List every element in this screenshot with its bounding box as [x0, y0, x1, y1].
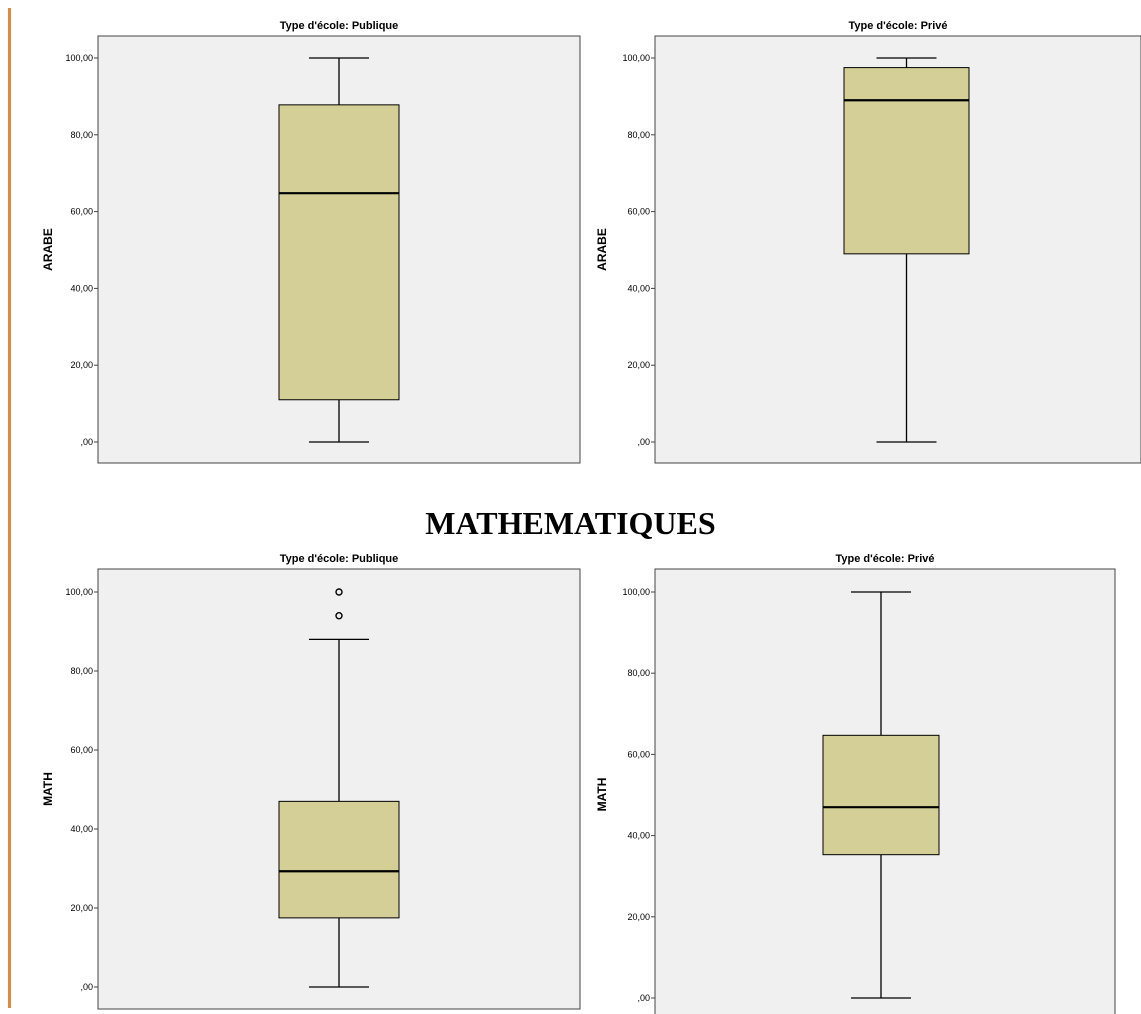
left-accent-bar	[8, 8, 11, 1008]
y-tick-label: 40,00	[627, 283, 650, 293]
boxplot-arabe-publique: Type d'école: Publique ARABE ,00 20,00 40,00…	[41, 20, 581, 464]
y-tick-label: 100,00	[622, 53, 650, 63]
y-tick-label: 40,00	[70, 283, 93, 293]
y-tick-label: 60,00	[627, 749, 650, 759]
y-tick-label: 40,00	[627, 831, 650, 841]
y-tick-label: ,00	[637, 437, 650, 447]
y-tick-label: 20,00	[70, 903, 93, 913]
iqr-box	[278, 104, 400, 401]
y-axis-label: MATH	[595, 778, 609, 812]
y-tick-label: 80,00	[627, 130, 650, 140]
y-tick-label: 100,00	[622, 587, 650, 597]
boxplot-arabe-prive: Type d'école: Privé ARABE ,00 20,00 40,00 60,…	[595, 20, 1141, 464]
y-tick-label: 20,00	[627, 360, 650, 370]
section-heading: MATHEMATIQUES	[425, 505, 716, 541]
outlier-point	[335, 588, 343, 596]
y-tick-label: 100,00	[65, 53, 93, 63]
boxplot-math-publique: Type d'école: Publique MATH ,00 20,00 40,00 6…	[41, 553, 581, 1010]
y-tick-label: ,00	[80, 437, 93, 447]
chart-title: Type d'école: Privé	[835, 553, 934, 565]
iqr-box	[843, 67, 970, 255]
y-tick-label: 80,00	[627, 668, 650, 678]
y-tick-label: 60,00	[70, 745, 93, 755]
y-tick-label: 80,00	[70, 130, 93, 140]
chart-title: Type d'école: Publique	[280, 553, 399, 565]
y-tick-label: 80,00	[70, 666, 93, 676]
y-tick-label: 100,00	[65, 587, 93, 597]
y-axis-label: MATH	[41, 772, 55, 806]
y-tick-label: ,00	[637, 993, 650, 1003]
y-tick-label: 20,00	[70, 360, 93, 370]
y-tick-label: 40,00	[70, 824, 93, 834]
chart-title: Type d'école: Publique	[280, 20, 399, 32]
chart-title: Type d'école: Privé	[848, 20, 947, 32]
y-tick-label: 60,00	[627, 207, 650, 217]
y-tick-label: 20,00	[627, 912, 650, 922]
y-axis-label: ARABE	[41, 228, 55, 271]
y-tick-label: ,00	[80, 982, 93, 992]
y-axis-label: ARABE	[595, 228, 609, 271]
iqr-box	[822, 734, 940, 856]
outlier-point	[335, 611, 343, 620]
boxplot-math-prive: Type d'école: Privé MATH ,00 20,00 40,00 60,0…	[595, 553, 1116, 1014]
iqr-box	[278, 800, 400, 919]
y-tick-label: 60,00	[70, 207, 93, 217]
